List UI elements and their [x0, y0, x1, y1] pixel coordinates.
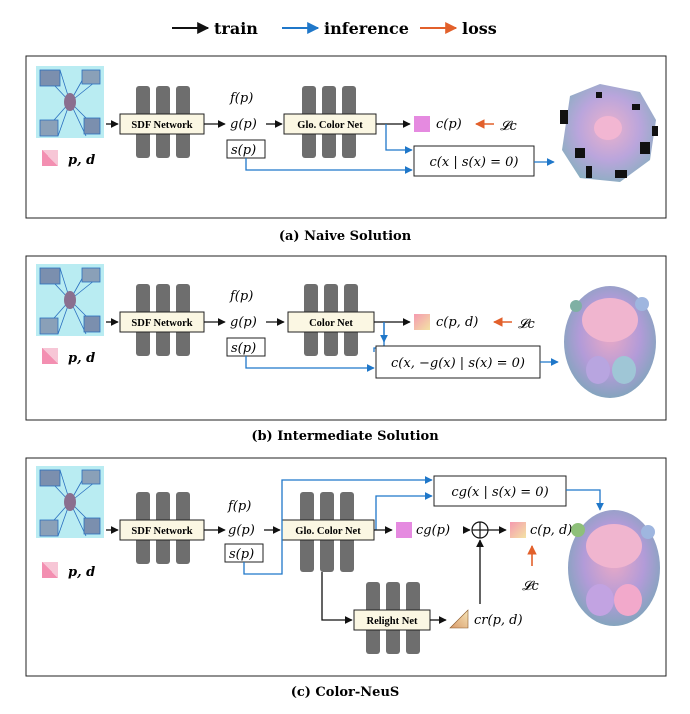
relight-network-label: Relight Net	[366, 616, 418, 627]
legend: train inference loss	[172, 19, 497, 38]
panel-b: p, d SDF Network f(p) g(p) s(p) Color Ne…	[25, 255, 667, 444]
panel-a-f: f(p)	[229, 91, 253, 106]
sdf-network-label: SDF Network	[131, 318, 192, 329]
inference-box-a	[413, 145, 535, 177]
intermediate-result-render	[564, 286, 656, 398]
ray-sample-swatch	[42, 150, 58, 166]
panel-a: p, d SDF Network f(p) g(p) s(p) Glo. Col…	[25, 55, 667, 244]
panel-c: p, d SDF Network f(p) g(p) s(p) Glo. Col…	[25, 457, 667, 700]
relight-color-swatch	[449, 609, 469, 629]
panel-c-loss: 𝓛c	[522, 579, 539, 594]
sdf-network-label: SDF Network	[131, 526, 192, 537]
panel-b-caption: (b) Intermediate Solution	[251, 429, 439, 444]
panel-a-output: c(p)	[436, 117, 462, 132]
panel-c-output: c(p, d)	[530, 523, 572, 538]
ray-sample-swatch	[42, 348, 58, 364]
ray-sample-swatch	[42, 562, 58, 578]
panel-c-caption: (c) Color-NeuS	[291, 685, 400, 700]
inference-path-color-c	[375, 492, 433, 530]
camera-views-image	[36, 66, 104, 138]
inference-path-color-a	[385, 124, 413, 154]
color-network-label: Glo. Color Net	[295, 526, 361, 537]
panel-b-output: c(p, d)	[436, 315, 478, 330]
naive-result-render	[560, 84, 658, 182]
panel-b-s: s(p)	[231, 341, 256, 356]
panel-b-f: f(p)	[229, 289, 253, 304]
panel-c-g: g(p)	[228, 523, 255, 538]
output-color-swatch	[414, 314, 430, 330]
panel-c-inputs: p, d	[68, 565, 95, 580]
panel-c-cr: cr(p, d)	[474, 613, 523, 628]
inference-path-sdf-c	[243, 476, 433, 575]
inference-box-c	[433, 475, 567, 507]
output-color-swatch	[510, 522, 526, 538]
color-network-label: Color Net	[309, 318, 353, 329]
panel-c-s: s(p)	[229, 547, 254, 562]
panel-c-f: f(p)	[227, 499, 251, 514]
arrow-color-to-relight	[321, 572, 353, 624]
inference-box-b	[375, 345, 541, 379]
panel-b-loss: 𝓛c	[518, 317, 535, 332]
sdf-network-label: SDF Network	[131, 120, 192, 131]
inference-to-result-c	[566, 489, 604, 511]
legend-train-label: train	[214, 19, 258, 38]
panel-a-g: g(p)	[230, 117, 257, 132]
panel-a-loss: 𝓛c	[500, 119, 517, 134]
color-network-label: Glo. Color Net	[297, 120, 363, 131]
panel-c-inference: cg(x | s(x) = 0)	[451, 485, 548, 500]
global-color-swatch	[396, 522, 412, 538]
panel-a-caption: (a) Naive Solution	[279, 229, 412, 244]
panel-a-inputs: p, d	[68, 153, 95, 168]
panel-b-inference: c(x, −g(x) | s(x) = 0)	[391, 356, 525, 371]
color-neus-result-render	[568, 510, 660, 626]
legend-loss-label: loss	[462, 19, 497, 38]
panel-a-s: s(p)	[231, 143, 256, 158]
camera-views-image	[36, 466, 104, 538]
inference-path-sdf-a	[245, 158, 413, 174]
panel-c-cg: cg(p)	[416, 523, 450, 538]
inference-path-sdf-b	[245, 356, 375, 372]
camera-views-image	[36, 264, 104, 336]
panel-a-inference: c(x | s(x) = 0)	[430, 155, 519, 170]
legend-inference-label: inference	[324, 19, 409, 38]
output-color-swatch	[414, 116, 430, 132]
panel-b-inputs: p, d	[68, 351, 95, 366]
panel-b-g: g(p)	[230, 315, 257, 330]
